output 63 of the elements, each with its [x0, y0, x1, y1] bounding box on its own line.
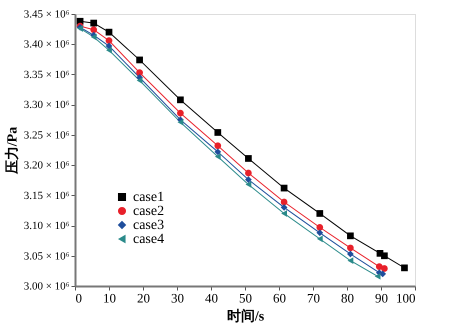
point	[316, 224, 324, 231]
y-tick-label: 3.45 × 10⁶	[24, 8, 70, 20]
x-tick-label: 60	[273, 290, 286, 306]
legend-label: case4	[133, 232, 164, 247]
legend-label: case2	[133, 204, 164, 219]
point	[280, 184, 288, 192]
legend-label: case3	[133, 218, 164, 233]
x-tick-label: 80	[341, 290, 354, 306]
point	[136, 56, 143, 64]
y-tick-label: 3.10 × 10⁶	[24, 220, 70, 232]
point	[106, 42, 112, 50]
y-tick-label: 3.15 × 10⁶	[24, 190, 70, 202]
point	[90, 26, 98, 34]
point	[136, 77, 143, 84]
x-tick-label: 40	[205, 290, 218, 306]
point	[280, 198, 288, 206]
point	[214, 129, 222, 136]
point	[214, 148, 222, 156]
point	[214, 142, 222, 150]
point	[245, 155, 252, 162]
point	[214, 153, 221, 160]
point	[347, 232, 354, 240]
point	[381, 252, 388, 260]
y-tick-label: 3.30 × 10⁶	[24, 99, 70, 112]
x-tick-label: 10	[103, 290, 116, 306]
point	[106, 46, 112, 54]
y-tick-label: 3.00 × 10⁶	[24, 280, 70, 292]
point	[177, 96, 184, 104]
point	[347, 244, 354, 252]
y-tick-label: 3.40 × 10⁶	[24, 38, 70, 51]
point	[245, 176, 252, 183]
point	[381, 265, 388, 272]
point	[245, 170, 252, 176]
legend-label: case1	[133, 190, 164, 205]
y-tick-label: 3.25 × 10⁶	[24, 129, 70, 142]
x-tick-label: 20	[137, 290, 150, 306]
point	[347, 250, 354, 258]
point	[177, 118, 184, 126]
point	[280, 204, 288, 211]
y-tick-label: 3.35 × 10⁶	[24, 68, 70, 81]
point	[106, 28, 112, 36]
x-tick-label: 0	[76, 290, 82, 306]
x-tick-label: 90	[375, 290, 388, 306]
y-axis-title: 压力/Pa	[4, 126, 21, 176]
point	[177, 110, 184, 116]
point	[316, 229, 324, 236]
x-tick-label: 30	[171, 290, 184, 306]
x-tick-label: 50	[239, 290, 252, 306]
point	[316, 210, 324, 217]
point	[136, 69, 143, 76]
point	[106, 37, 112, 44]
point	[316, 236, 323, 242]
point	[281, 210, 288, 217]
x-tick-label: 70	[307, 290, 320, 306]
y-tick-label: 3.20 × 10⁶	[24, 160, 70, 172]
x-axis-title: 时间/s	[226, 308, 265, 324]
x-tick-label: 100	[396, 290, 416, 306]
point	[401, 264, 408, 272]
point	[374, 272, 381, 280]
point	[245, 181, 252, 188]
point	[90, 20, 98, 26]
point	[347, 257, 354, 264]
y-tick-label: 3.05 × 10⁶	[24, 250, 70, 262]
